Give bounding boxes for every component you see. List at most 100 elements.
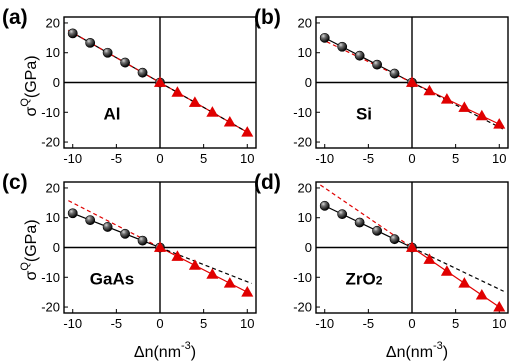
data-point-triangle [405, 76, 419, 87]
xlabel-suffix: ) [191, 344, 196, 361]
y-tick-label: 20 [298, 180, 312, 195]
panel-letter: (d) [254, 171, 281, 194]
xlabel-superscript: -3 [433, 340, 443, 352]
x-tick-label: 0 [156, 316, 163, 331]
data-point-triangle [223, 115, 236, 127]
data-point-triangle [458, 277, 471, 288]
ylabel-symbol: σ [23, 271, 40, 281]
data-point-triangle [206, 268, 219, 279]
data-point-triangle [440, 265, 453, 276]
y-tick-label: 20 [46, 180, 60, 195]
data-point-sphere [389, 68, 400, 79]
y-tick-label: 0 [305, 75, 312, 90]
x-tick-label: -5 [111, 151, 123, 166]
x-tick-label: 5 [452, 316, 459, 331]
x-tick-label: 0 [156, 151, 163, 166]
data-point-sphere [102, 222, 113, 232]
data-point-sphere [354, 217, 365, 228]
y-tick-label: 0 [53, 75, 60, 90]
y-tick-label: 20 [46, 15, 60, 30]
material-name: ZrO [346, 269, 376, 288]
x-axis-title-right: Δn(nm-3) [386, 340, 448, 361]
x-tick-label: -5 [363, 151, 375, 166]
ylabel-unit: (GPa) [23, 55, 40, 98]
y-tick-label: 10 [46, 210, 60, 225]
y-tick-label: 10 [298, 210, 312, 225]
y-tick-label: 10 [298, 45, 312, 60]
data-point-triangle [475, 289, 488, 300]
material-label: GaAs [90, 269, 134, 288]
material-label: Si [356, 104, 372, 123]
y-tick-label: -10 [293, 270, 312, 285]
fit-line [411, 247, 504, 311]
x-tick-label: 10 [492, 151, 506, 166]
y-tick-label: -10 [41, 270, 60, 285]
data-point-sphere [354, 50, 365, 61]
material-label: ZrO2 [346, 269, 383, 288]
ylabel-superscript: Q [19, 98, 31, 107]
data-point-sphere [67, 208, 78, 219]
data-point-sphere [137, 235, 148, 246]
data-point-triangle [188, 259, 201, 270]
svg-text:σQ(GPa): σQ(GPa) [19, 55, 40, 116]
y-tick-label: -20 [293, 135, 312, 150]
data-point-triangle [206, 106, 219, 117]
xlabel-superscript: -3 [181, 340, 191, 352]
y-axis-title-top: σQ(GPa) [19, 55, 40, 116]
x-tick-label: 5 [200, 316, 207, 331]
fit-line-dashed [411, 246, 504, 292]
data-point-triangle [440, 93, 453, 104]
data-point-triangle [405, 241, 419, 252]
data-point-sphere [102, 47, 113, 58]
x-tick-label: 0 [408, 316, 415, 331]
x-tick-label: -10 [315, 151, 334, 166]
data-point-sphere [120, 228, 130, 239]
x-tick-label: 10 [240, 151, 254, 166]
data-point-triangle [171, 86, 184, 97]
x-tick-label: 5 [200, 151, 207, 166]
data-point-sphere [67, 28, 78, 39]
data-point-sphere [337, 209, 348, 220]
y-tick-label: -20 [293, 300, 312, 315]
material-subscript: 2 [376, 273, 383, 287]
data-point-sphere [85, 38, 96, 48]
data-point-triangle [223, 277, 236, 288]
xlabel-prefix: Δn(nm [386, 344, 433, 361]
data-point-triangle [475, 109, 488, 121]
data-point-sphere [337, 41, 348, 52]
ylabel-symbol: σ [23, 107, 40, 117]
panel-letter: (a) [2, 6, 28, 29]
fit-line-dashed [411, 81, 504, 130]
y-tick-label: -10 [41, 105, 60, 120]
y-tick-label: 20 [298, 15, 312, 30]
panel-letter: (b) [254, 6, 281, 29]
data-point-triangle [241, 126, 254, 137]
data-point-triangle [458, 101, 471, 112]
data-point-triangle [493, 300, 506, 312]
x-tick-label: 10 [492, 316, 506, 331]
panel-letter: (c) [2, 171, 28, 194]
data-point-triangle [423, 84, 436, 96]
y-tick-label: -20 [41, 300, 60, 315]
y-tick-label: -10 [293, 105, 312, 120]
fit-line-dashed [159, 246, 252, 285]
data-point-sphere [120, 57, 130, 68]
y-tick-label: 0 [53, 240, 60, 255]
x-tick-label: -5 [363, 316, 375, 331]
data-point-triangle [153, 241, 167, 252]
x-tick-label: -10 [63, 316, 82, 331]
x-axis-title-left: Δn(nm-3) [134, 340, 196, 361]
y-tick-label: 0 [305, 240, 312, 255]
fit-line [159, 246, 252, 295]
data-point-triangle [171, 250, 184, 261]
data-point-triangle [188, 96, 201, 107]
data-point-sphere [85, 215, 96, 226]
data-point-sphere [372, 59, 382, 70]
x-tick-label: 5 [452, 151, 459, 166]
